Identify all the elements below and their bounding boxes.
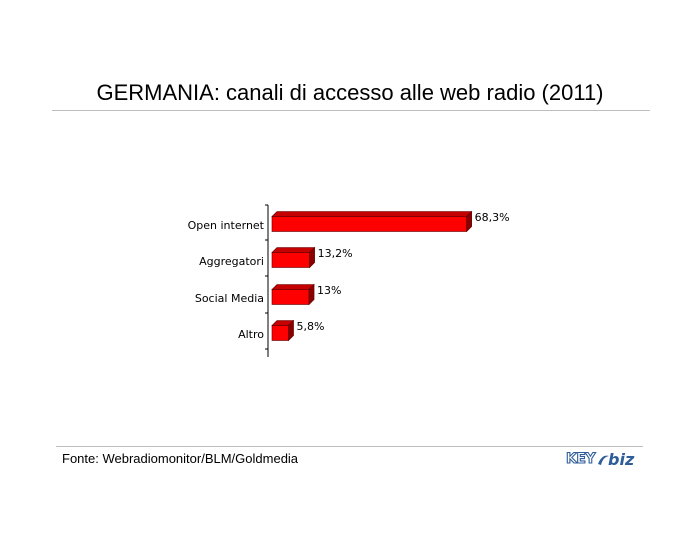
category-label: Open internet xyxy=(188,219,265,232)
bar-front xyxy=(271,252,310,268)
footer-divider xyxy=(56,446,643,447)
title-divider xyxy=(52,110,650,111)
bar-top xyxy=(271,211,473,217)
bar-side xyxy=(309,246,315,269)
category-label: Social Media xyxy=(195,292,264,305)
value-label: 5,8% xyxy=(297,320,325,333)
value-label: 13% xyxy=(317,284,341,297)
bar-front xyxy=(271,289,310,305)
value-label: 13,2% xyxy=(318,247,353,260)
value-label: 68,3% xyxy=(475,211,510,224)
logo-biz-text: biz xyxy=(608,450,635,469)
bar-side xyxy=(466,210,472,233)
category-label: Aggregatori xyxy=(199,255,264,268)
bar-top xyxy=(271,247,316,253)
key4biz-logo: KEY biz xyxy=(565,450,640,474)
bar-top xyxy=(271,284,315,290)
bar-front xyxy=(271,325,289,341)
logo-swoosh-icon xyxy=(598,455,609,465)
source-note: Fonte: Webradiomonitor/BLM/Goldmedia xyxy=(62,451,299,466)
bar-front xyxy=(271,216,467,232)
logo-key-text: KEY xyxy=(565,450,596,467)
bar-side xyxy=(288,319,294,342)
category-label: Altro xyxy=(238,328,264,341)
slide-title: GERMANIA: canali di accesso alle web rad… xyxy=(96,80,604,105)
bar-side xyxy=(308,283,315,306)
